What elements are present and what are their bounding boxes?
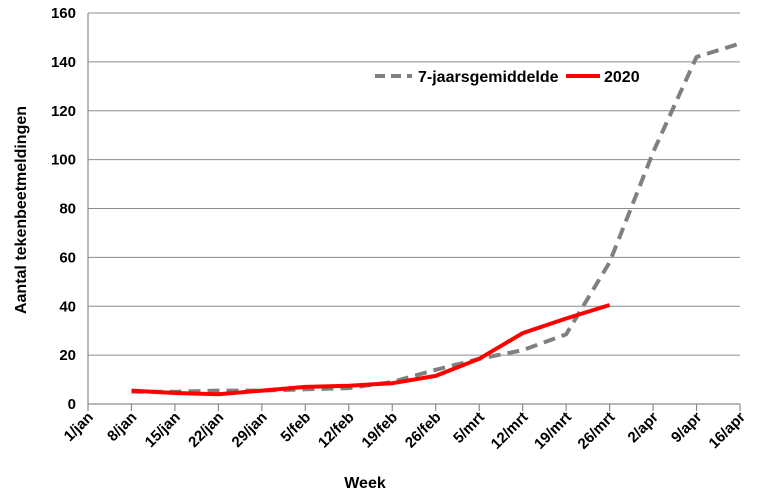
x-tick-label: 2/apr [625, 409, 662, 446]
x-tick-label: 1/jan [61, 409, 97, 445]
x-tick-label: 26/mrt [575, 409, 619, 453]
y-tick-label: 140 [51, 54, 76, 71]
x-tick-label: 9/apr [668, 409, 705, 446]
y-tick-label: 60 [59, 249, 76, 266]
legend: 7-jaarsgemiddelde 2020 [375, 69, 640, 86]
x-tick-label: 19/mrt [531, 409, 575, 453]
y-tick-label: 0 [68, 396, 76, 413]
x-tick-label: 29/jan [229, 409, 271, 451]
legend-label-7-jaarsgemiddelde: 7-jaarsgemiddelde [418, 69, 559, 86]
y-tick-label: 100 [51, 152, 76, 169]
x-tick-label: 8/jan [104, 409, 140, 445]
x-tick-label: 16/apr [706, 409, 749, 452]
series-line-7-jaarsgemiddelde [131, 41, 741, 394]
x-tick-label: 5/feb [277, 409, 314, 446]
axes [87, 13, 741, 411]
x-axis-title: Week [344, 475, 386, 492]
series-line-2020 [131, 303, 611, 397]
y-tick-label: 80 [59, 201, 76, 218]
y-tick-label: 20 [59, 347, 76, 364]
y-axis-title: Aantal tekenbeetmeldingen [13, 106, 30, 314]
gridlines [88, 12, 740, 356]
series-lines [131, 41, 741, 397]
x-tick-label: 19/feb [358, 409, 401, 452]
x-tick-label: 22/jan [185, 409, 227, 451]
y-tick-label: 120 [51, 103, 76, 120]
legend-label-2020: 2020 [604, 69, 640, 86]
x-tick-labels: 1/jan 8/jan 15/jan 22/jan 29/jan 5/feb 12/feb 1… [61, 409, 749, 453]
y-tick-labels: 0 20 40 60 80 100 120 140 160 [51, 5, 76, 413]
y-tick-label: 160 [51, 5, 76, 22]
x-tick-label: 15/jan [142, 409, 184, 451]
x-tick-label: 26/feb [402, 409, 445, 452]
x-tick-label: 12/feb [315, 409, 358, 452]
y-tick-label: 40 [59, 298, 76, 315]
x-tick-label: 12/mrt [488, 409, 532, 453]
x-tick-label: 5/mrt [450, 409, 488, 447]
